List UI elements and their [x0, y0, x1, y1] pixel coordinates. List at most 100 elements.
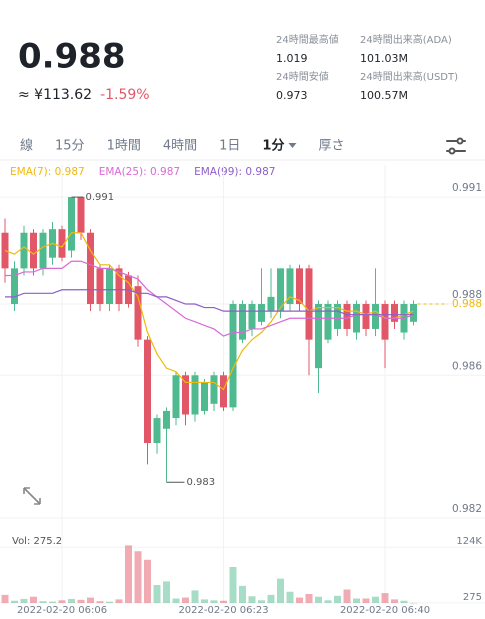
volume-bar — [153, 585, 161, 603]
legend-entry: EMA(25): 0.987 — [99, 166, 180, 178]
volume-tick-label: 124K — [456, 536, 482, 547]
candle-body — [381, 304, 389, 340]
volume-bar — [258, 600, 265, 603]
volume-bar — [286, 591, 294, 603]
y-tick-label: 0.988 — [452, 289, 482, 301]
ema-line — [5, 260, 414, 337]
volume-bar — [362, 598, 370, 603]
change: -1.59% — [100, 87, 150, 103]
candle-body — [353, 304, 360, 333]
candle-body — [153, 418, 161, 444]
volume-bar — [210, 600, 218, 603]
legend-entry: EMA(99): 0.987 — [194, 166, 275, 178]
tab[interactable]: 厚さ — [318, 139, 344, 154]
volume-bar — [1, 594, 9, 603]
y-tick-label: 0.986 — [452, 360, 482, 372]
volume-bar — [49, 601, 56, 603]
volume-bar — [58, 600, 66, 603]
volume-bar — [391, 599, 398, 603]
candle-body — [343, 304, 351, 329]
settings-icon[interactable] — [446, 137, 466, 155]
volume-bar — [96, 601, 104, 603]
candle-body — [30, 232, 37, 269]
volume-bar — [68, 598, 75, 603]
ema-line — [4, 232, 414, 391]
candle-body — [172, 375, 180, 419]
candle-body — [362, 304, 370, 329]
y-tick-label: 0.991 — [452, 182, 482, 194]
volume-bar — [172, 598, 180, 603]
candle-body — [210, 375, 218, 404]
volume-bar — [191, 590, 199, 603]
candle-body — [163, 410, 170, 429]
volume-bar — [30, 596, 37, 603]
tab[interactable]: 4時間 — [163, 139, 197, 154]
volume-bar — [11, 600, 18, 603]
volume-bar — [410, 602, 417, 604]
tab[interactable]: 15分 — [55, 139, 85, 154]
tab[interactable]: 線 — [20, 138, 33, 154]
candle-body — [87, 232, 94, 305]
volume-bar — [239, 585, 246, 603]
x-tick-label: 2022-02-20 06:23 — [178, 605, 268, 616]
volume-bar — [201, 599, 208, 603]
stat-value: 0.973 — [276, 89, 308, 102]
volume-bar — [115, 599, 123, 603]
volume-label: Vol: 275.2 — [12, 536, 62, 547]
volume-bar — [77, 599, 85, 603]
y-tick-label: 0.982 — [452, 503, 482, 515]
stat-value: 101.03M — [360, 52, 408, 65]
min-marker-label: 0.983 — [187, 477, 216, 488]
candle-body — [248, 304, 256, 329]
volume-bar — [353, 598, 360, 603]
candle-body — [144, 339, 151, 444]
tab-dropdown-arrow — [288, 143, 297, 148]
tab[interactable]: 1分 — [262, 138, 284, 154]
volume-bar — [296, 597, 303, 603]
legend-entry: EMA(7): 0.987 — [10, 166, 85, 178]
candle-body — [305, 268, 313, 340]
candle-body — [20, 232, 28, 269]
volume-bar — [267, 594, 275, 603]
volume-bar — [400, 600, 408, 603]
icon-knob — [448, 147, 456, 155]
volume-bar — [20, 598, 28, 603]
stat-label: 24時間安値 — [276, 70, 329, 83]
volume-bar — [334, 595, 341, 603]
volume-bar — [106, 601, 113, 603]
volume-bar — [125, 545, 132, 603]
fullscreen-icon[interactable] — [23, 487, 41, 505]
candle-body — [267, 296, 275, 312]
volume-bar — [381, 593, 389, 603]
candle-body — [106, 268, 113, 305]
volume-tick-label: 275 — [463, 592, 482, 603]
candle-body — [258, 304, 265, 322]
volume-bar — [229, 567, 237, 603]
stat-value: 1.019 — [276, 52, 308, 65]
stat-value: 100.57M — [360, 89, 408, 102]
volume-bar — [305, 594, 313, 603]
candle-body — [201, 382, 208, 411]
fiat-price: ≈ ¥113.62 — [18, 87, 92, 103]
tab[interactable]: 1時間 — [107, 139, 141, 154]
volume-bar — [220, 600, 227, 603]
stat-label: 24時間出来高(ADA) — [360, 33, 452, 46]
candle-body — [229, 304, 237, 408]
candle-body — [191, 375, 199, 415]
candle-body — [182, 375, 189, 415]
candle-body — [58, 229, 66, 258]
volume-bar — [372, 596, 379, 603]
candle-body — [134, 286, 142, 340]
tab[interactable]: 1日 — [219, 139, 240, 154]
x-tick-label: 2022-02-20 06:06 — [17, 605, 107, 616]
volume-bar — [163, 581, 170, 603]
price: 0.988 — [18, 37, 126, 77]
candle-body — [115, 268, 123, 305]
candle-body — [96, 268, 104, 305]
icon-knob — [456, 137, 464, 145]
volume-bar — [182, 597, 189, 603]
volume-bar — [144, 559, 151, 603]
candle-body — [220, 375, 227, 408]
candle-body — [277, 268, 284, 312]
